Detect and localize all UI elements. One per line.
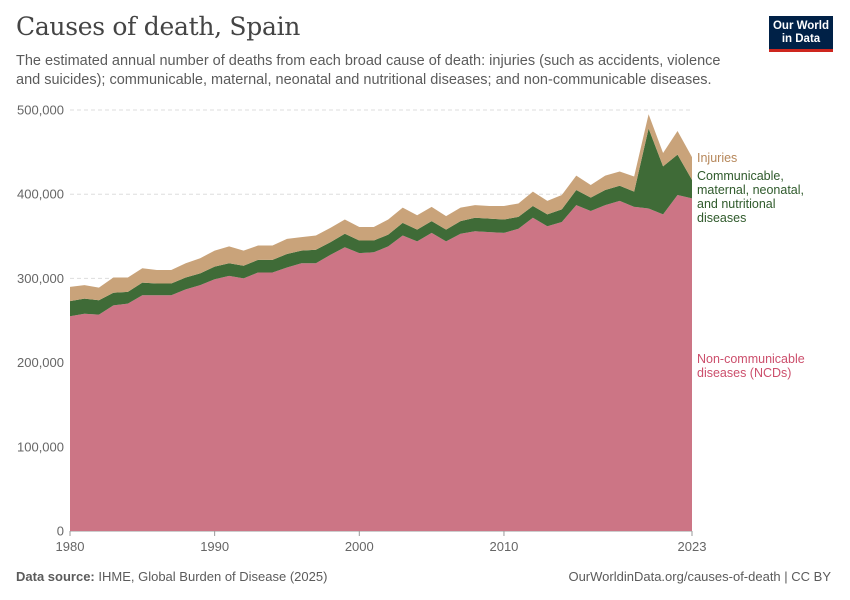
data-source: Data source: IHME, Global Burden of Dise… xyxy=(16,569,327,584)
series-label-2: Communicable, maternal, neonatal, and nutr… xyxy=(697,169,804,225)
logo-line-2: in Data xyxy=(781,33,821,45)
chart-subtitle: The estimated annual number of deaths fr… xyxy=(16,53,721,88)
y-tick-label: 100,000 xyxy=(17,439,64,454)
y-tick-label: 300,000 xyxy=(17,271,64,286)
data-source-text: IHME, Global Burden of Disease (2025) xyxy=(98,569,328,584)
x-tick-label: 2023 xyxy=(678,539,707,554)
series-label-3: Injuries xyxy=(697,151,737,165)
logo-line-1: Our World xyxy=(772,20,829,32)
y-tick-label: 200,000 xyxy=(17,355,64,370)
y-tick-label: 500,000 xyxy=(17,103,64,118)
x-tick-label: 2010 xyxy=(489,539,518,554)
area-series-1 xyxy=(70,195,692,532)
x-tick-label: 1980 xyxy=(56,539,85,554)
area-series-3 xyxy=(70,114,692,302)
chart-title: Causes of death, Spain xyxy=(16,12,301,41)
series-label-1: Non-communicable diseases (NCDs) xyxy=(697,352,805,380)
area-series-2 xyxy=(70,128,692,317)
y-tick-label: 0 xyxy=(57,524,64,539)
data-source-label: Data source: xyxy=(16,569,95,584)
x-tick-label: 2000 xyxy=(345,539,374,554)
source-url-link[interactable]: OurWorldinData.org/causes-of-death | CC … xyxy=(568,569,831,584)
x-tick-label: 1990 xyxy=(200,539,229,554)
y-tick-label: 400,000 xyxy=(17,187,64,202)
owid-logo[interactable]: Our World in Data xyxy=(769,16,833,52)
